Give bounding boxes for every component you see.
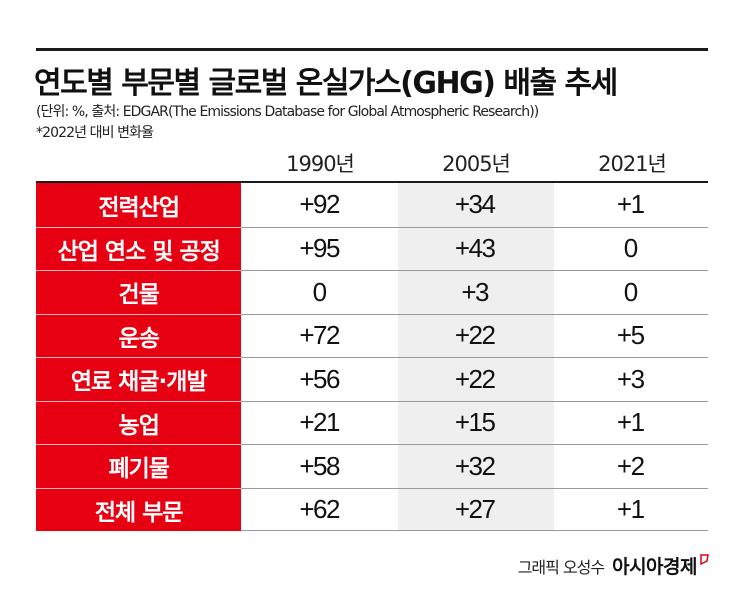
table-row: 건물 0 +3 0 bbox=[36, 270, 708, 314]
cell-2005: +34 bbox=[454, 189, 496, 220]
cell-2021: +5 bbox=[552, 313, 708, 358]
row-label: 농업 bbox=[36, 400, 242, 444]
cell-2021: 0 bbox=[552, 226, 708, 271]
cell-2005: +22 bbox=[396, 357, 553, 401]
brand-logo-text: 아시아경제 bbox=[612, 556, 697, 578]
cell-2021: +1 bbox=[616, 189, 645, 220]
cell-2021: 0 bbox=[552, 270, 708, 314]
title-rule bbox=[36, 48, 708, 51]
row-label: 산업 연소 및 공정 bbox=[36, 226, 242, 270]
cell-1990: +21 bbox=[241, 400, 397, 445]
row-label: 건물 bbox=[36, 270, 242, 314]
flag-icon bbox=[700, 552, 709, 570]
column-header-2021: 2021년 bbox=[598, 152, 667, 176]
row-label: 폐기물 bbox=[36, 444, 242, 488]
cell-1990: +56 bbox=[241, 357, 397, 401]
cell-2005: +15 bbox=[396, 400, 553, 445]
cell-2005: +3 bbox=[396, 270, 553, 314]
column-header-2005: 2005년 bbox=[442, 152, 511, 176]
table-row: 농업 +21 +15 +1 bbox=[36, 400, 708, 445]
cell-1990: +95 bbox=[241, 226, 397, 271]
table-row: 전력산업 +92 +34 +1 bbox=[36, 183, 708, 227]
emissions-table: 1990년 2005년 2021년 전력산업 +92 +34 +1 산업 연소 … bbox=[36, 140, 708, 531]
cell-1990: +62 bbox=[241, 487, 397, 531]
table-row: 전체 부문 +62 +27 +1 bbox=[36, 487, 708, 531]
footnote: *2022년 대비 변화율 bbox=[36, 125, 154, 141]
table-header: 1990년 2005년 2021년 bbox=[36, 140, 708, 181]
row-label: 전력산업 bbox=[36, 183, 242, 227]
cell-2005: +32 bbox=[396, 444, 553, 488]
table-row: 산업 연소 및 공정 +95 +43 0 bbox=[36, 226, 708, 271]
unit-source-caption: (단위: %, 출처: EDGAR(The Emissions Database… bbox=[36, 104, 539, 120]
row-label: 전체 부문 bbox=[36, 487, 242, 531]
cell-1990: +72 bbox=[241, 313, 397, 358]
cell-2005: +43 bbox=[396, 226, 553, 271]
cell-1990: +58 bbox=[241, 444, 397, 488]
column-header-1990: 1990년 bbox=[286, 152, 355, 176]
table-row: 폐기물 +58 +32 +2 bbox=[36, 444, 708, 488]
row-label: 운송 bbox=[36, 313, 242, 357]
cell-2021: +2 bbox=[552, 444, 708, 488]
cell-1990: +92 bbox=[299, 189, 340, 220]
cell-2005: +27 bbox=[396, 487, 553, 531]
page-title: 연도별 부문별 글로벌 온실가스(GHG) 배출 추세 bbox=[34, 66, 618, 101]
cell-1990: 0 bbox=[241, 270, 397, 314]
table-body: 전력산업 +92 +34 +1 산업 연소 및 공정 +95 +43 0 건물 … bbox=[36, 181, 708, 531]
footer: 그래픽 오성수 아시아경제 bbox=[518, 552, 709, 579]
row-label: 연료 채굴·개발 bbox=[36, 357, 242, 401]
table-row: 연료 채굴·개발 +56 +22 +3 bbox=[36, 357, 708, 401]
cell-2021: +1 bbox=[552, 487, 708, 531]
graphic-credit: 그래픽 오성수 bbox=[517, 557, 605, 577]
cell-2021: +1 bbox=[552, 400, 708, 445]
cell-2021: +3 bbox=[552, 357, 708, 401]
cell-2005: +22 bbox=[396, 313, 553, 358]
table-row: 운송 +72 +22 +5 bbox=[36, 313, 708, 358]
